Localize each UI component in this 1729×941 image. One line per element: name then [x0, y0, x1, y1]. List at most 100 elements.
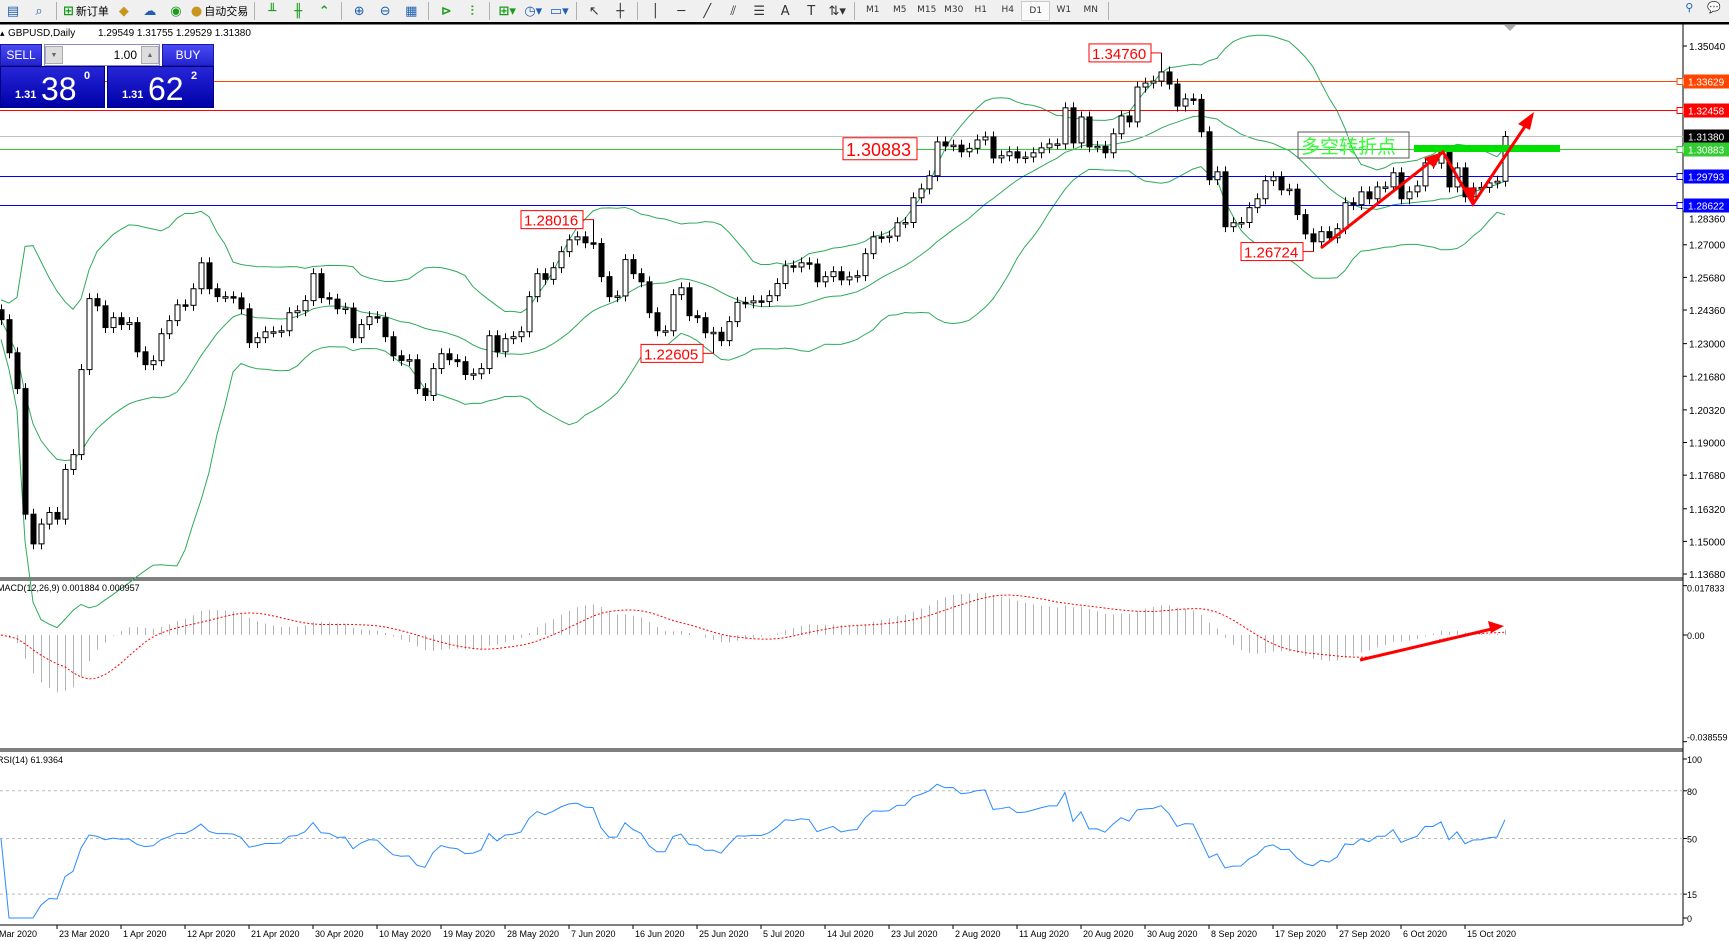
timeframe-d1[interactable]: D1 [1021, 1, 1051, 21]
chart-shift-icon[interactable]: ⫶ [470, 3, 474, 19]
date-tick-label: 14 Jul 2020 [827, 929, 874, 939]
bullish-candle [518, 331, 525, 338]
buy-price-box[interactable]: 1.31 62 2 [107, 66, 214, 108]
equidistant-channel-icon[interactable]: ⫽ [730, 3, 737, 19]
signals-icon[interactable]: ◉ [170, 3, 182, 19]
periods-icon[interactable]: ◷▾ [524, 3, 543, 19]
bullish-candle [70, 454, 77, 470]
lot-decrease-button[interactable]: ▼ [45, 46, 63, 64]
bullish-candle [854, 275, 861, 278]
bullish-candle [62, 468, 69, 520]
bullish-candle [734, 301, 741, 323]
bearish-candle [606, 276, 613, 298]
buy-button[interactable]: BUY [162, 44, 214, 66]
timeframe-mn[interactable]: MN [1083, 5, 1099, 15]
bearish-candle [382, 317, 389, 338]
sell-price-box[interactable]: 1.31 38 0 [0, 66, 105, 108]
bearish-candle [30, 513, 37, 545]
macd-tick-label: 0.017833 [1687, 584, 1725, 594]
toolbar-divider [637, 2, 639, 20]
zoom-out-icon[interactable]: ⊖ [379, 3, 391, 19]
trendline-icon[interactable]: ╱ [703, 3, 712, 19]
bearish-candle [214, 288, 221, 298]
timeframe-m30[interactable]: M30 [944, 5, 964, 15]
new-order-button[interactable]: ⊞ 新订单 [63, 1, 109, 21]
auto-trading-button[interactable]: ● 自动交易 [191, 1, 248, 21]
collapse-arrow-icon: ▴ [0, 28, 5, 38]
lot-size-input[interactable]: 1.00 [113, 48, 137, 62]
toolbar-divider [1108, 2, 1110, 20]
arrowhead-icon [1488, 621, 1504, 633]
templates-icon[interactable]: ▭▾ [549, 3, 569, 19]
autoscroll-icon[interactable]: ⊳ [440, 3, 452, 19]
buy-price-prefix: 1.31 [122, 89, 144, 101]
navigator-icon[interactable]: ☁ [143, 3, 157, 19]
text-icon[interactable]: A [780, 3, 790, 19]
macd-tick-label: 0.00 [1687, 631, 1705, 641]
price-label: 1.26724 [1244, 245, 1298, 262]
bullish-candle [846, 276, 853, 281]
timeframe-w1[interactable]: W1 [1056, 5, 1072, 15]
vertical-line-icon[interactable]: │ [651, 3, 660, 19]
arrows-icon[interactable]: ⇅▾ [828, 3, 846, 19]
price-tick-label: 1.16320 [1689, 505, 1726, 516]
timeframe-h1[interactable]: H1 [974, 5, 988, 15]
fibonacci-icon[interactable]: ☰ [753, 3, 766, 19]
bullish-candle [1094, 145, 1101, 149]
bullish-candle [1142, 82, 1149, 88]
level-handle [1676, 78, 1684, 85]
new-chart-icon[interactable]: ▤ [6, 3, 20, 19]
bearish-candle [542, 273, 549, 280]
bearish-candle [1206, 131, 1213, 181]
chat-icon[interactable]: 💬 [1707, 1, 1721, 14]
zoom-in-icon[interactable]: ⊕ [353, 3, 365, 19]
timeframe-m15[interactable]: M15 [917, 5, 937, 15]
bullish-candle [1286, 188, 1293, 192]
new-order-label: 新订单 [75, 5, 109, 18]
timeframe-m5[interactable]: M5 [893, 5, 907, 15]
bearish-candle [1222, 171, 1229, 228]
indicators-icon[interactable]: ⊞▾ [498, 3, 516, 19]
bar-chart-icon[interactable]: ╨ [268, 3, 277, 19]
crosshair-icon[interactable]: ┼ [616, 3, 625, 19]
price-tag-label: 1.28622 [1688, 202, 1725, 213]
cursor-icon[interactable]: ↖ [588, 3, 600, 19]
bearish-candle [1366, 191, 1373, 200]
line-chart-icon[interactable]: ⌃ [318, 3, 330, 19]
sell-button[interactable]: SELL [0, 44, 42, 66]
toolbar-divider [428, 2, 430, 20]
lot-size-stepper[interactable]: ▼ 1.00 ▲ [44, 44, 160, 66]
profiles-icon[interactable]: ⌕ [35, 3, 43, 19]
market-watch-icon[interactable]: ◆ [118, 3, 129, 19]
lot-increase-button[interactable]: ▲ [141, 46, 159, 64]
bullish-candle [470, 373, 477, 376]
bullish-candle [38, 523, 45, 545]
bullish-candle [862, 253, 869, 277]
bullish-candle [406, 359, 413, 362]
price-tag [1684, 74, 1729, 89]
bearish-candle [1294, 188, 1301, 216]
bearish-candle [718, 331, 725, 342]
bearish-candle [1198, 98, 1205, 133]
bullish-candle [302, 300, 309, 312]
toolbar-divider [489, 2, 491, 20]
timeframe-h4[interactable]: H4 [1001, 5, 1015, 15]
bullish-candle [1358, 191, 1365, 206]
bullish-candle [1422, 162, 1429, 187]
bearish-candle [454, 359, 461, 363]
bearish-candle [806, 262, 813, 265]
bullish-candle [254, 337, 261, 344]
rsi-tick-label: 100 [1687, 755, 1702, 765]
candlestick-icon[interactable]: ╫ [294, 3, 303, 19]
date-tick-label: 23 Jul 2020 [891, 929, 938, 939]
bullish-candle [1038, 147, 1045, 154]
horizontal-line-icon[interactable]: ─ [677, 3, 686, 19]
date-tick-label: 11 Aug 2020 [1019, 929, 1069, 939]
tile-windows-icon[interactable]: ▦ [405, 3, 418, 19]
bearish-candle [350, 307, 357, 339]
timeframe-m1[interactable]: M1 [866, 5, 880, 15]
date-tick-label: 30 Apr 2020 [315, 929, 364, 939]
text-label-icon[interactable]: T [807, 3, 816, 19]
search-icon[interactable]: ⚲ [1685, 1, 1694, 14]
